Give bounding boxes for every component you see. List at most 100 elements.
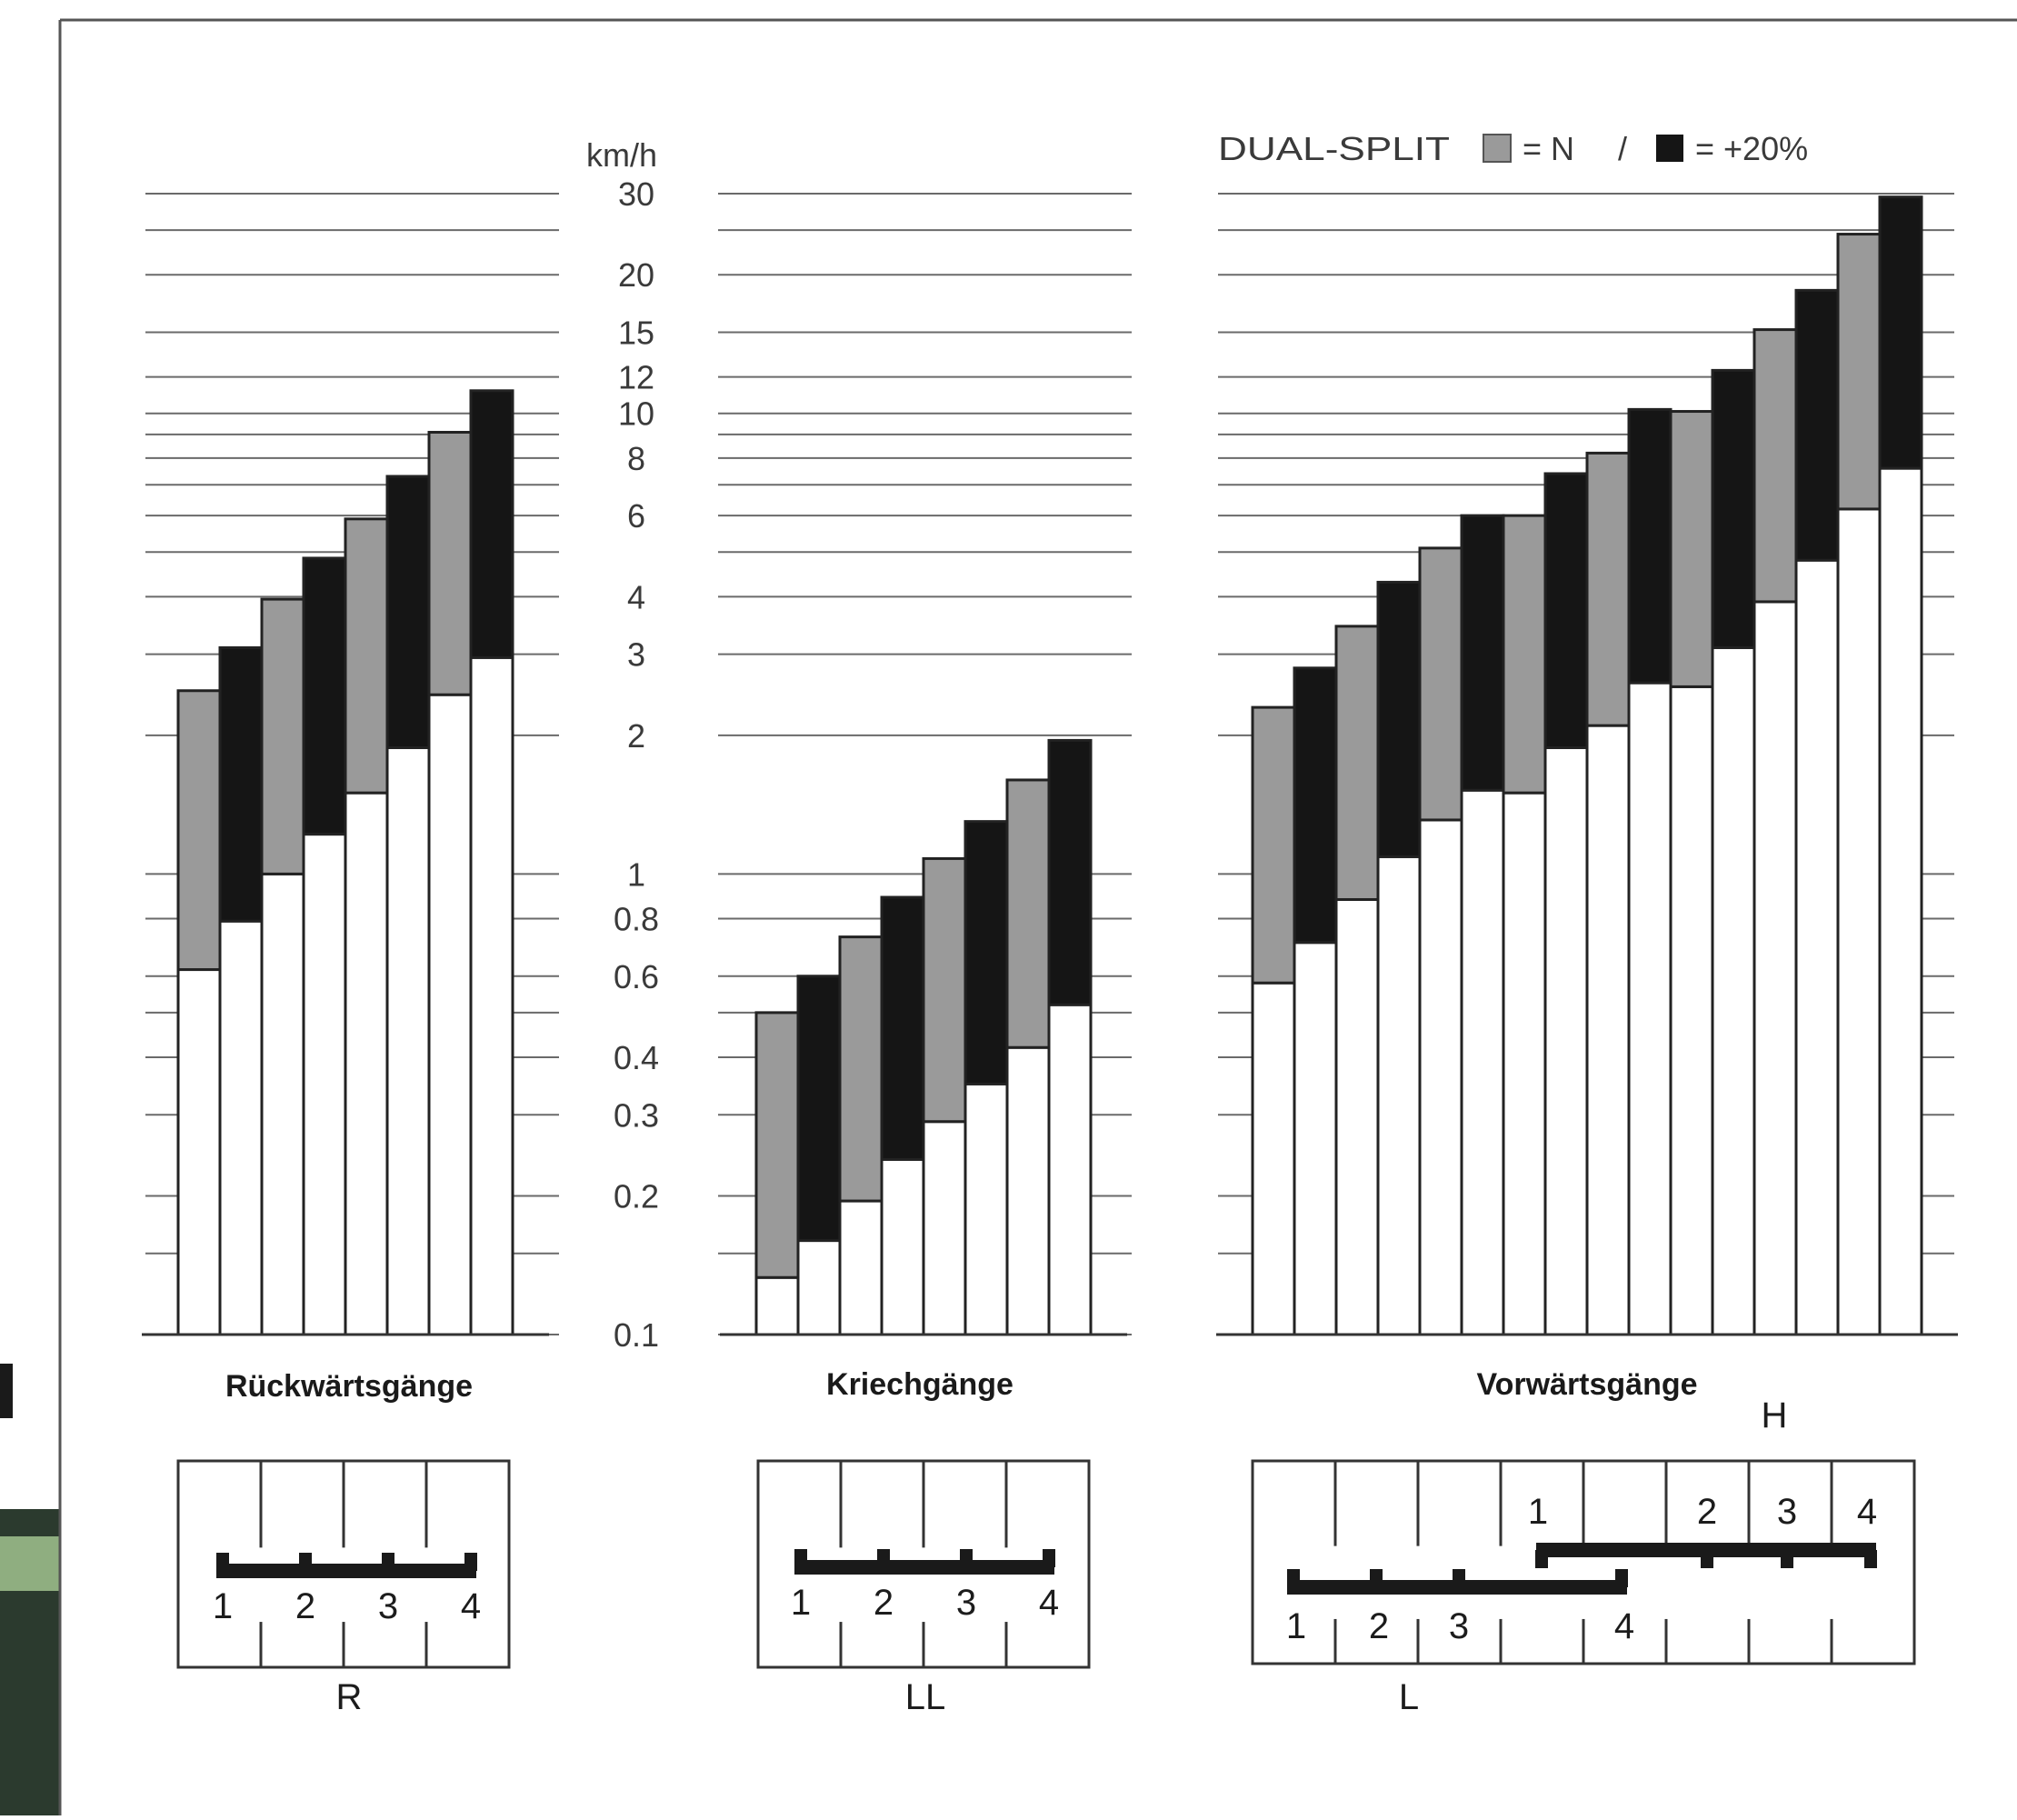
- bar-split-range: [427, 430, 473, 696]
- bar-split-range: [1627, 407, 1673, 685]
- bar-base: [880, 1157, 925, 1336]
- shift-gate-notch: [1043, 1549, 1055, 1567]
- gear-label-reverse: 1: [213, 1586, 233, 1626]
- bar-base: [1418, 818, 1463, 1336]
- legend-swatch-n: [1483, 134, 1512, 163]
- shift-label-reverse: R: [336, 1677, 363, 1717]
- bar-base: [1711, 645, 1756, 1336]
- legend-label-n: = N: [1523, 130, 1574, 167]
- y-tick-label: 0.2: [614, 1177, 659, 1215]
- bar-base: [302, 833, 347, 1336]
- legend-separator: /: [1618, 130, 1627, 167]
- bar-base: [754, 1275, 800, 1336]
- shift-label-creep: LL: [905, 1677, 946, 1717]
- shift-gate-reverse: [216, 1564, 476, 1578]
- y-tick-label: 4: [627, 578, 645, 615]
- bar-base: [838, 1199, 884, 1336]
- bar-base: [964, 1082, 1009, 1336]
- bar-split-range: [1711, 368, 1756, 649]
- shift-gate-notch: [1453, 1569, 1465, 1587]
- y-tick-label: 1: [627, 855, 645, 893]
- shift-gate-notch: [299, 1553, 312, 1571]
- bar-base: [1627, 681, 1673, 1336]
- bar-split-range: [1752, 328, 1798, 604]
- bar-split-range: [1418, 546, 1463, 822]
- bar-base: [385, 745, 431, 1336]
- bars: [142, 195, 1958, 1336]
- legend: DUAL-SPLIT = N / = +20%: [1218, 130, 1808, 167]
- y-tick-label: 10: [618, 395, 654, 433]
- shift-gate-notch: [877, 1549, 890, 1567]
- bar-split-range: [964, 820, 1009, 1085]
- bar-split-range: [218, 645, 264, 923]
- bar-base: [1836, 507, 1882, 1336]
- shift-label-forward-low: L: [1399, 1677, 1419, 1717]
- gear-label-forward-high: 1: [1528, 1492, 1548, 1532]
- bar-base: [1005, 1045, 1051, 1336]
- bar-base: [796, 1239, 842, 1336]
- legend-label-plus20: = +20%: [1695, 130, 1808, 167]
- y-tick-label: 6: [627, 497, 645, 535]
- group-title-forward: Vorwärtsgänge: [1476, 1367, 1697, 1402]
- bar-split-range: [1047, 738, 1093, 1006]
- gear-label-creep: 1: [791, 1583, 811, 1623]
- background-photo-highlight: [0, 1536, 60, 1591]
- y-tick-label: 0.4: [614, 1039, 659, 1076]
- background-photo-mark: [0, 1364, 13, 1418]
- gear-label-creep: 4: [1039, 1583, 1059, 1623]
- gear-label-reverse: 4: [461, 1586, 481, 1626]
- shift-gate-notch: [1701, 1550, 1713, 1568]
- bar-base: [1460, 788, 1505, 1336]
- gear-label-reverse: 3: [378, 1586, 398, 1626]
- bar-split-range: [1251, 705, 1296, 985]
- bar-split-range: [838, 935, 884, 1203]
- y-tick-label: 20: [618, 256, 654, 294]
- y-tick-label: 30: [618, 175, 654, 213]
- y-axis-unit-label: km/h: [586, 136, 657, 174]
- y-tick-label: 0.6: [614, 958, 659, 995]
- bar-split-range: [880, 895, 925, 1161]
- gear-label-reverse: 2: [295, 1586, 315, 1626]
- y-tick-label: 8: [627, 440, 645, 477]
- y-tick-label: 12: [618, 359, 654, 396]
- shift-gate-notch: [1781, 1550, 1793, 1568]
- legend-title: DUAL-SPLIT: [1218, 130, 1450, 167]
- bar-base: [1251, 981, 1296, 1336]
- bar-base: [176, 968, 222, 1336]
- bar-base: [427, 693, 473, 1336]
- bar-split-range: [1293, 666, 1338, 945]
- shift-gate-notch: [464, 1553, 477, 1571]
- bar-split-range: [1878, 195, 1923, 470]
- y-tick-label: 0.3: [614, 1096, 659, 1134]
- gear-label-forward-high: 4: [1857, 1492, 1877, 1532]
- bar-split-range: [385, 475, 431, 749]
- shift-gate-notch: [382, 1553, 394, 1571]
- bar-base: [1878, 466, 1923, 1336]
- gear-label-forward-low: 4: [1614, 1606, 1634, 1646]
- bar-split-range: [469, 389, 514, 659]
- y-tick-label: 0.8: [614, 900, 659, 937]
- bar-split-range: [1669, 410, 1714, 688]
- y-tick-label: 3: [627, 636, 645, 674]
- shift-patterns: 1 2 3 4 R 1 2 3 4 LL 1 2 3 4 1 2 3 4 L H: [176, 1395, 1916, 1717]
- bar-split-range: [1334, 625, 1380, 901]
- shift-gate-notch: [1370, 1569, 1383, 1587]
- bar-base: [1585, 724, 1631, 1336]
- bar-split-range: [302, 556, 347, 836]
- bar-split-range: [1376, 580, 1422, 858]
- bar-base: [1669, 685, 1714, 1336]
- bar-base: [922, 1120, 967, 1336]
- shift-gate-notch: [794, 1549, 807, 1567]
- y-tick-label: 0.1: [614, 1316, 659, 1354]
- group-titles: Rückwärtsgänge Kriechgänge Vorwärtsgänge: [225, 1367, 1698, 1404]
- shift-label-forward-high: H: [1762, 1395, 1788, 1435]
- gear-label-creep: 2: [874, 1583, 894, 1623]
- bar-split-range: [1836, 233, 1882, 511]
- shift-gate-notch: [1535, 1550, 1548, 1568]
- bar-base: [1794, 558, 1840, 1336]
- gear-label-forward-low: 2: [1369, 1606, 1389, 1646]
- shift-gate-notch: [1287, 1569, 1300, 1587]
- shift-gate-notch: [960, 1549, 973, 1567]
